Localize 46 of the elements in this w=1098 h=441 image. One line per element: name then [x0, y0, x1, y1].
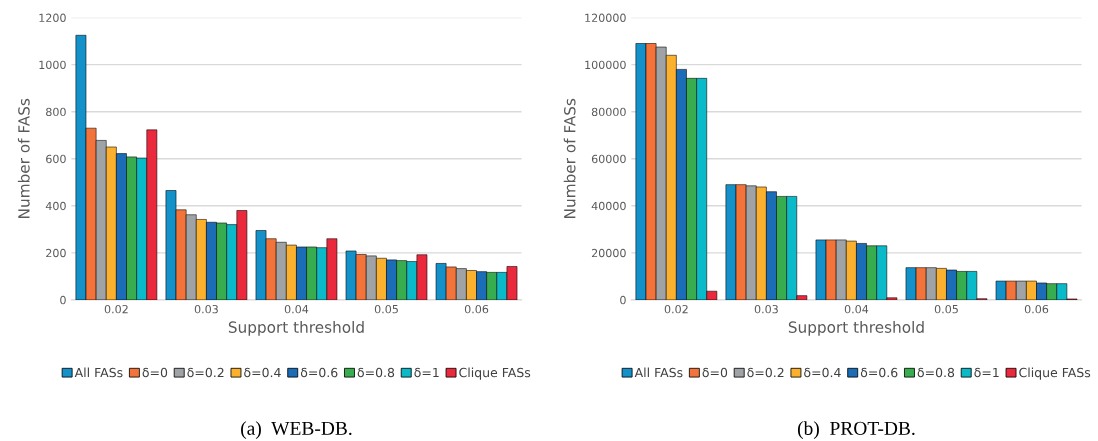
text: (a) WEB-DB. — [241, 421, 352, 439]
y-tick-label: 200 — [46, 248, 66, 258]
legend-label: Clique FASs — [459, 367, 531, 380]
y-tick-label: 400 — [45, 201, 66, 211]
legend-label: All FASs — [74, 367, 123, 378]
x-tick-label: 0.04 — [844, 304, 869, 314]
x-axis-title: Support threshold — [788, 321, 924, 336]
legend-label: δ=0.6 — [300, 367, 338, 378]
legend-label: δ=0.4 — [244, 367, 281, 378]
y-tick-label: 120000 — [585, 13, 626, 23]
x-tick-label: 0.05 — [934, 304, 958, 314]
x-tick-label: 0.04 — [284, 304, 309, 314]
y-tick-label: 1200 — [39, 13, 66, 23]
x-tick-label: 0.06 — [464, 304, 489, 314]
legend-label: Clique FASs — [1019, 367, 1091, 380]
x-tick-label: 0.02 — [664, 304, 688, 314]
legend-label: δ=0.8 — [917, 367, 955, 378]
y-tick-label: 0 — [620, 295, 626, 305]
legend-label: δ=0.4 — [804, 367, 841, 378]
x-axis-title: Support threshold — [228, 321, 364, 336]
legend-label: δ=1 — [974, 367, 999, 378]
legend-label: All FASs — [634, 367, 683, 378]
x-tick-label: 0.02 — [104, 304, 128, 314]
y-axis-title: Number of FASs — [17, 98, 30, 218]
y-tick-label: 60000 — [591, 154, 626, 164]
x-tick-label: 0.06 — [1024, 304, 1049, 314]
text: (b) PROT-DB. — [797, 421, 915, 439]
legend-label: δ=0 — [142, 367, 168, 378]
legend-label: δ=0.2 — [747, 367, 784, 378]
y-tick-label: 80000 — [591, 107, 626, 117]
legend-label: δ=0.8 — [357, 367, 395, 378]
y-tick-label: 100000 — [585, 60, 626, 70]
x-tick-label: 0.03 — [194, 304, 218, 314]
legend-label: δ=1 — [414, 367, 439, 378]
legend-label: δ=0.6 — [860, 367, 898, 378]
legend-label: δ=0 — [702, 367, 728, 378]
y-tick-label: 1000 — [39, 60, 66, 70]
y-tick-label: 0 — [60, 295, 66, 305]
legend-label: δ=0.2 — [187, 367, 224, 378]
y-tick-label: 40000 — [591, 201, 626, 211]
y-axis-title: Number of FASs — [563, 98, 576, 218]
y-tick-label: 600 — [46, 154, 66, 164]
y-tick-label: 800 — [46, 107, 66, 117]
x-tick-label: 0.05 — [374, 304, 398, 314]
x-tick-label: 0.03 — [754, 304, 778, 314]
y-tick-label: 20000 — [591, 248, 626, 258]
